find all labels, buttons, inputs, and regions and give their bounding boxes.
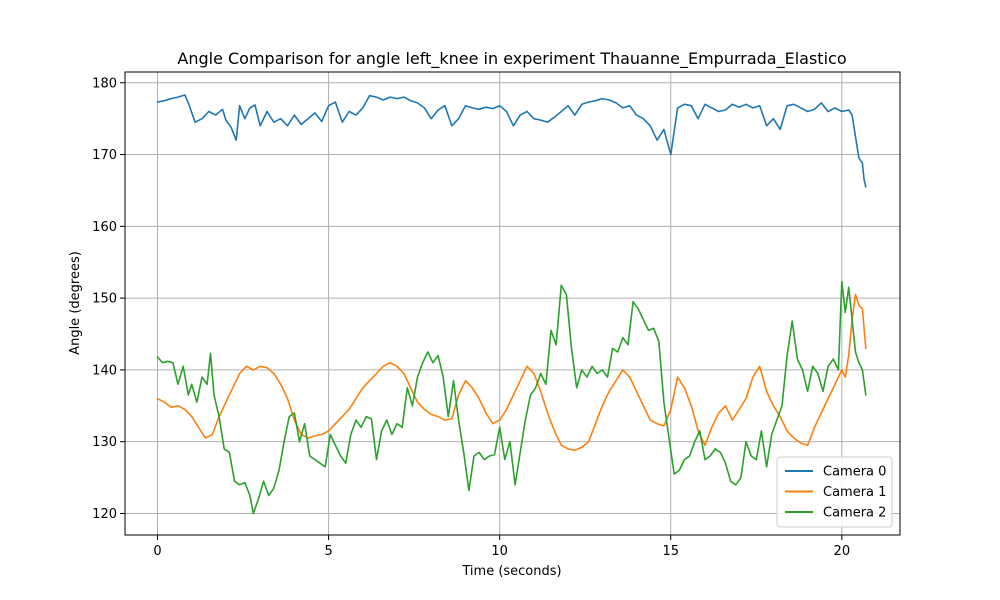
- legend-box: [776, 456, 893, 528]
- y-tick-label: 130: [92, 435, 117, 450]
- axes-frame: [124, 71, 901, 536]
- chart-title: Angle Comparison for angle left_knee in …: [177, 49, 846, 69]
- x-axis-label: Time (seconds): [461, 564, 561, 579]
- legend-label: Camera 2: [823, 506, 886, 521]
- y-tick-label: 180: [92, 76, 117, 91]
- x-tick-label: 15: [662, 544, 679, 559]
- legend: Camera 0 Camera 1 Camera 2: [776, 456, 893, 528]
- y-tick-label: 160: [92, 220, 117, 235]
- series-line-camera-2: [156, 280, 867, 515]
- y-tick-label: 140: [92, 363, 117, 378]
- y-tick-label: 170: [92, 148, 117, 163]
- x-tick-label: 0: [153, 544, 161, 559]
- y-tick-label: 120: [92, 507, 117, 522]
- x-tick-label: 5: [324, 544, 332, 559]
- axis-ticks: 0 5 10 15 20 120 130 140 150 160 170 180: [92, 76, 850, 559]
- legend-label: Camera 1: [823, 485, 886, 500]
- y-tick-label: 150: [92, 292, 117, 307]
- plot-area: [156, 94, 867, 515]
- series-line-camera-0: [156, 94, 867, 188]
- x-tick-label: 10: [491, 544, 508, 559]
- series-line-camera-1: [156, 293, 867, 452]
- x-tick-label: 20: [834, 544, 851, 559]
- legend-label: Camera 0: [823, 465, 886, 480]
- y-axis-label: Angle (degrees): [68, 251, 83, 355]
- grid: [125, 72, 900, 535]
